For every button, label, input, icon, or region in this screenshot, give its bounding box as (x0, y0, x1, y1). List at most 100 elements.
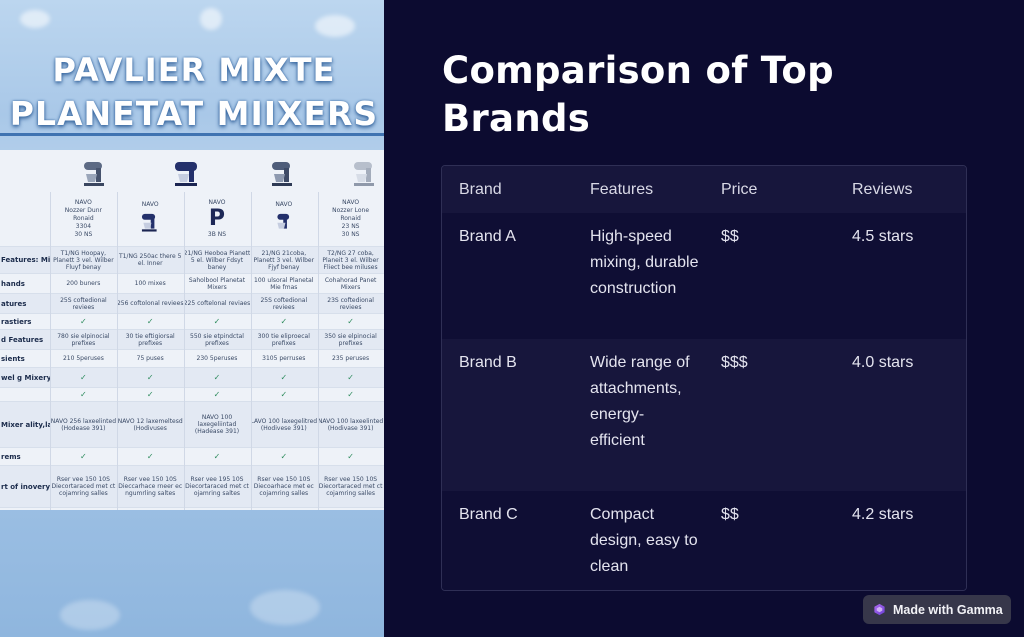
poster-row: rems ✓ ✓ ✓ ✓ ✓ (0, 448, 384, 466)
features-cell: Wide range of attachments, energy-effici… (590, 354, 690, 449)
poster-cell: ✓ (347, 391, 354, 398)
stand-mixer-icon (175, 162, 197, 186)
brand-cell: Brand B (459, 354, 517, 371)
poster-cell: 200 buners (66, 280, 101, 287)
poster-label: rems (1, 452, 21, 461)
stand-mixer-icon (142, 213, 157, 232)
light-flare (315, 15, 355, 37)
comparison-poster: NAVO Nozzer Dunr Ronaid 3304 30 NS NAVO NAVO… (0, 150, 384, 510)
poster-cell: 23S coftedional reviees (327, 296, 374, 311)
poster-divider (251, 192, 252, 510)
table-row: Brand A High-speed mixing, durable const… (442, 213, 966, 339)
poster-cell: 25S coftedional reviees (260, 296, 308, 311)
header-features: Features (590, 180, 654, 198)
poster-row: d Features 780 sie elpinocial prefixes 30 … (0, 330, 384, 350)
poster-cell: ✓ (213, 453, 221, 460)
poster-cell: 780 sie elpinocial prefixes (57, 332, 110, 347)
poster-row: Features: MixeyT1/NG Hoopay, Planett 3 v… (0, 247, 384, 274)
poster-label: Mixer ality,lanes) (1, 420, 50, 429)
reviews-cell: 4.2 stars (852, 506, 914, 523)
poster-row: atures 25S coftedional reviees 256 coftolo… (0, 294, 384, 314)
poster-label: rt of inovery uning (1, 482, 50, 491)
poster-cell: 75 puses (136, 355, 164, 362)
poster-row: sients 210 5peruses 75 puses 230 5peruses 31… (0, 350, 384, 368)
poster-label: sients (1, 354, 25, 363)
poster-cell: ✓ (280, 318, 288, 325)
poster-label: hands (1, 279, 25, 288)
header-reviews: Reviews (852, 180, 913, 198)
stand-mixer-icon (277, 213, 289, 229)
price-cell: $$$ (721, 354, 748, 371)
brand-cell: Brand C (459, 506, 518, 523)
poster-label: d Features (1, 335, 44, 344)
poster-cell: Saholbool Planetat Mixers (188, 276, 246, 291)
poster-cell: ✓ (280, 374, 288, 381)
poster-cell: NAVO 100 laxegeliintad (Hadease 391) (194, 414, 240, 435)
poster-cell: ✓ (280, 391, 288, 398)
poster-cell: ✓ (213, 318, 221, 325)
gamma-logo-icon (874, 603, 885, 616)
poster-cell: 350 sie elpinocial prefixes (324, 332, 377, 347)
poster-header-row: NAVO Nozzer Dunr Ronaid 3304 30 NS NAVO NAVO… (0, 192, 384, 247)
comparison-table: Brand Features Price Reviews Brand A Hig… (441, 165, 967, 591)
poster-divider (184, 192, 185, 510)
poster-cell: ✓ (213, 391, 221, 398)
price-cell: $$ (721, 228, 739, 245)
poster-cell: 21/NG 21coba, Planett 3 vel. Wilber Fjyf… (253, 249, 315, 271)
poster-cell: 30 tie eftigiorsal prefixes (125, 332, 175, 347)
poster-cell: ✓ (80, 391, 87, 398)
poster-cell: 225 coftelonal reviaes (183, 300, 251, 307)
poster-cell: 100 mixes (134, 280, 166, 287)
poster-row: wel g Mixery ✓ ✓ ✓ ✓ ✓ (0, 368, 384, 388)
poster-cell: 100 ulsoral Planetal Mie fmas (254, 276, 314, 291)
hero-title-line2: PLANETAT MIIXERS (9, 94, 379, 133)
poster-cell: 230 5peruses (196, 355, 238, 362)
poster-cell: T1/NG 250ac there 5 el. Inner (118, 253, 182, 267)
poster-cell: Rser vee 150 10S Diecortaraced met ct co… (51, 476, 116, 497)
poster-cell: T2/NG 27 coba, Planeit 3 el. Wilber Flie… (322, 249, 379, 271)
poster-cell: ✓ (146, 374, 154, 381)
poster-row: hands 200 buners 100 mixes Saholbool Planet… (0, 274, 384, 294)
poster-cell: 235 peruses (332, 355, 370, 362)
poster-cell: Rser vee 150 10S Dieccarhace rneer ec ng… (118, 476, 183, 497)
poster-label: rastiers (1, 317, 32, 326)
poster-cell: ✓ (347, 318, 354, 325)
poster-cell: ✓ (280, 453, 288, 460)
poster-cell: ✓ (146, 453, 154, 460)
poster-cell: 256 coftolonal reviees (116, 300, 184, 307)
poster-cell: T1/NG Hoopay, Planett 3 vel. Wilber Fluy… (53, 249, 114, 271)
price-cell: $$ (721, 506, 739, 523)
poster-divider (117, 192, 118, 510)
poster-row: ✓ ✓ ✓ ✓ ✓ (0, 388, 384, 402)
header-brand: Brand (459, 180, 502, 198)
poster-cell: Rser vee 195 10S Diecortaraced met ct oj… (185, 476, 249, 497)
poster-cell: ✓ (146, 391, 154, 398)
poster-cell: 550 sie etpindctal prefixes (190, 332, 244, 347)
poster-cell: NAVO 100 laxeelinted (Hodivase 391) (317, 417, 384, 432)
light-flare (60, 600, 120, 630)
poster-cell: ✓ (146, 318, 154, 325)
reviews-cell: 4.5 stars (852, 228, 914, 245)
reviews-cell: 4.0 stars (852, 354, 914, 371)
light-flare (250, 590, 320, 625)
poster-cell: NAVO 12 laxemeltesd (Hodivuses (117, 417, 183, 432)
poster-cell: ✓ (213, 374, 221, 381)
poster-cell: ✓ (80, 453, 87, 460)
stand-mixer-icon (354, 162, 374, 186)
poster-cell: NAVO (250, 201, 317, 238)
made-with-gamma-badge[interactable]: Made with Gamma (863, 595, 1011, 624)
stand-mixer-icon (84, 162, 104, 186)
poster-cell: Cohahorad Panet Mixers (324, 276, 377, 291)
slide-title: Comparison of Top Brands (442, 49, 834, 140)
poster-label: atures (1, 299, 27, 308)
table-row: Brand B Wide range of attachments, energ… (442, 339, 966, 491)
poster-cell: 21/NG Heoboa Pianett 5 el. Wilber Fdsyt … (183, 249, 251, 271)
table-header-row: Brand Features Price Reviews (442, 166, 966, 213)
poster-row: rt of inovery uningRser vee 150 10S Diec… (0, 466, 384, 508)
poster-cell: Rser vee 150 10S Diecoarhace met ec coja… (253, 476, 314, 497)
poster-row: Mixer ality,lanes)NAVO 256 laxeelinted (… (0, 402, 384, 448)
poster-row: rastiers ✓ ✓ ✓ ✓ ✓ (0, 314, 384, 330)
light-flare (200, 8, 222, 30)
poster-cell: 25S coftedional reviees (60, 296, 107, 311)
poster-table: NAVO Nozzer Dunr Ronaid 3304 30 NS NAVO NAVO… (0, 192, 384, 508)
